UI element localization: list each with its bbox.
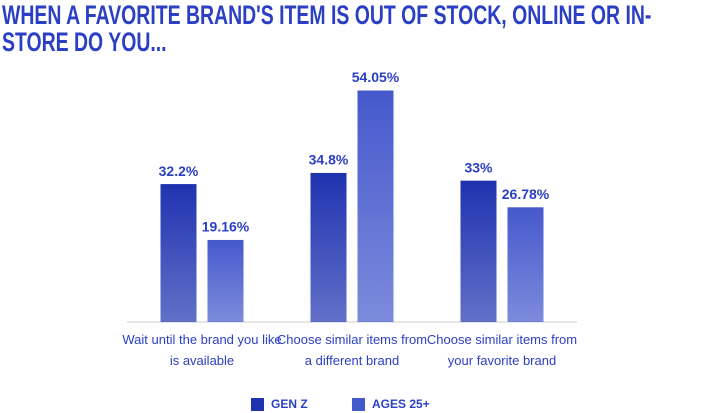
x-tick-label: Choose similar items from a different br… <box>276 332 428 368</box>
bar <box>507 207 544 322</box>
x-tick-label: Choose similar items from your favorite … <box>426 332 578 368</box>
x-tick-label: Wait until the brand you like is availab… <box>122 332 282 368</box>
legend-swatch <box>352 398 365 411</box>
value-label: 34.8% <box>309 152 349 168</box>
value-label: 54.05% <box>352 69 400 85</box>
bar <box>460 180 497 322</box>
chart-title: WHEN A FAVORITE BRAND'S ITEM IS OUT OF S… <box>2 0 652 57</box>
legend-label: AGES 25+ <box>372 397 430 411</box>
value-label: 26.78% <box>502 186 550 202</box>
value-label: 32.2% <box>159 163 199 179</box>
value-label: 33% <box>464 159 493 175</box>
bar <box>160 184 197 322</box>
legend-label: GEN Z <box>271 397 308 411</box>
value-label: 19.16% <box>202 219 250 235</box>
bar <box>310 172 347 322</box>
bar <box>207 239 244 322</box>
bar <box>357 90 394 322</box>
legend-swatch <box>251 398 264 411</box>
